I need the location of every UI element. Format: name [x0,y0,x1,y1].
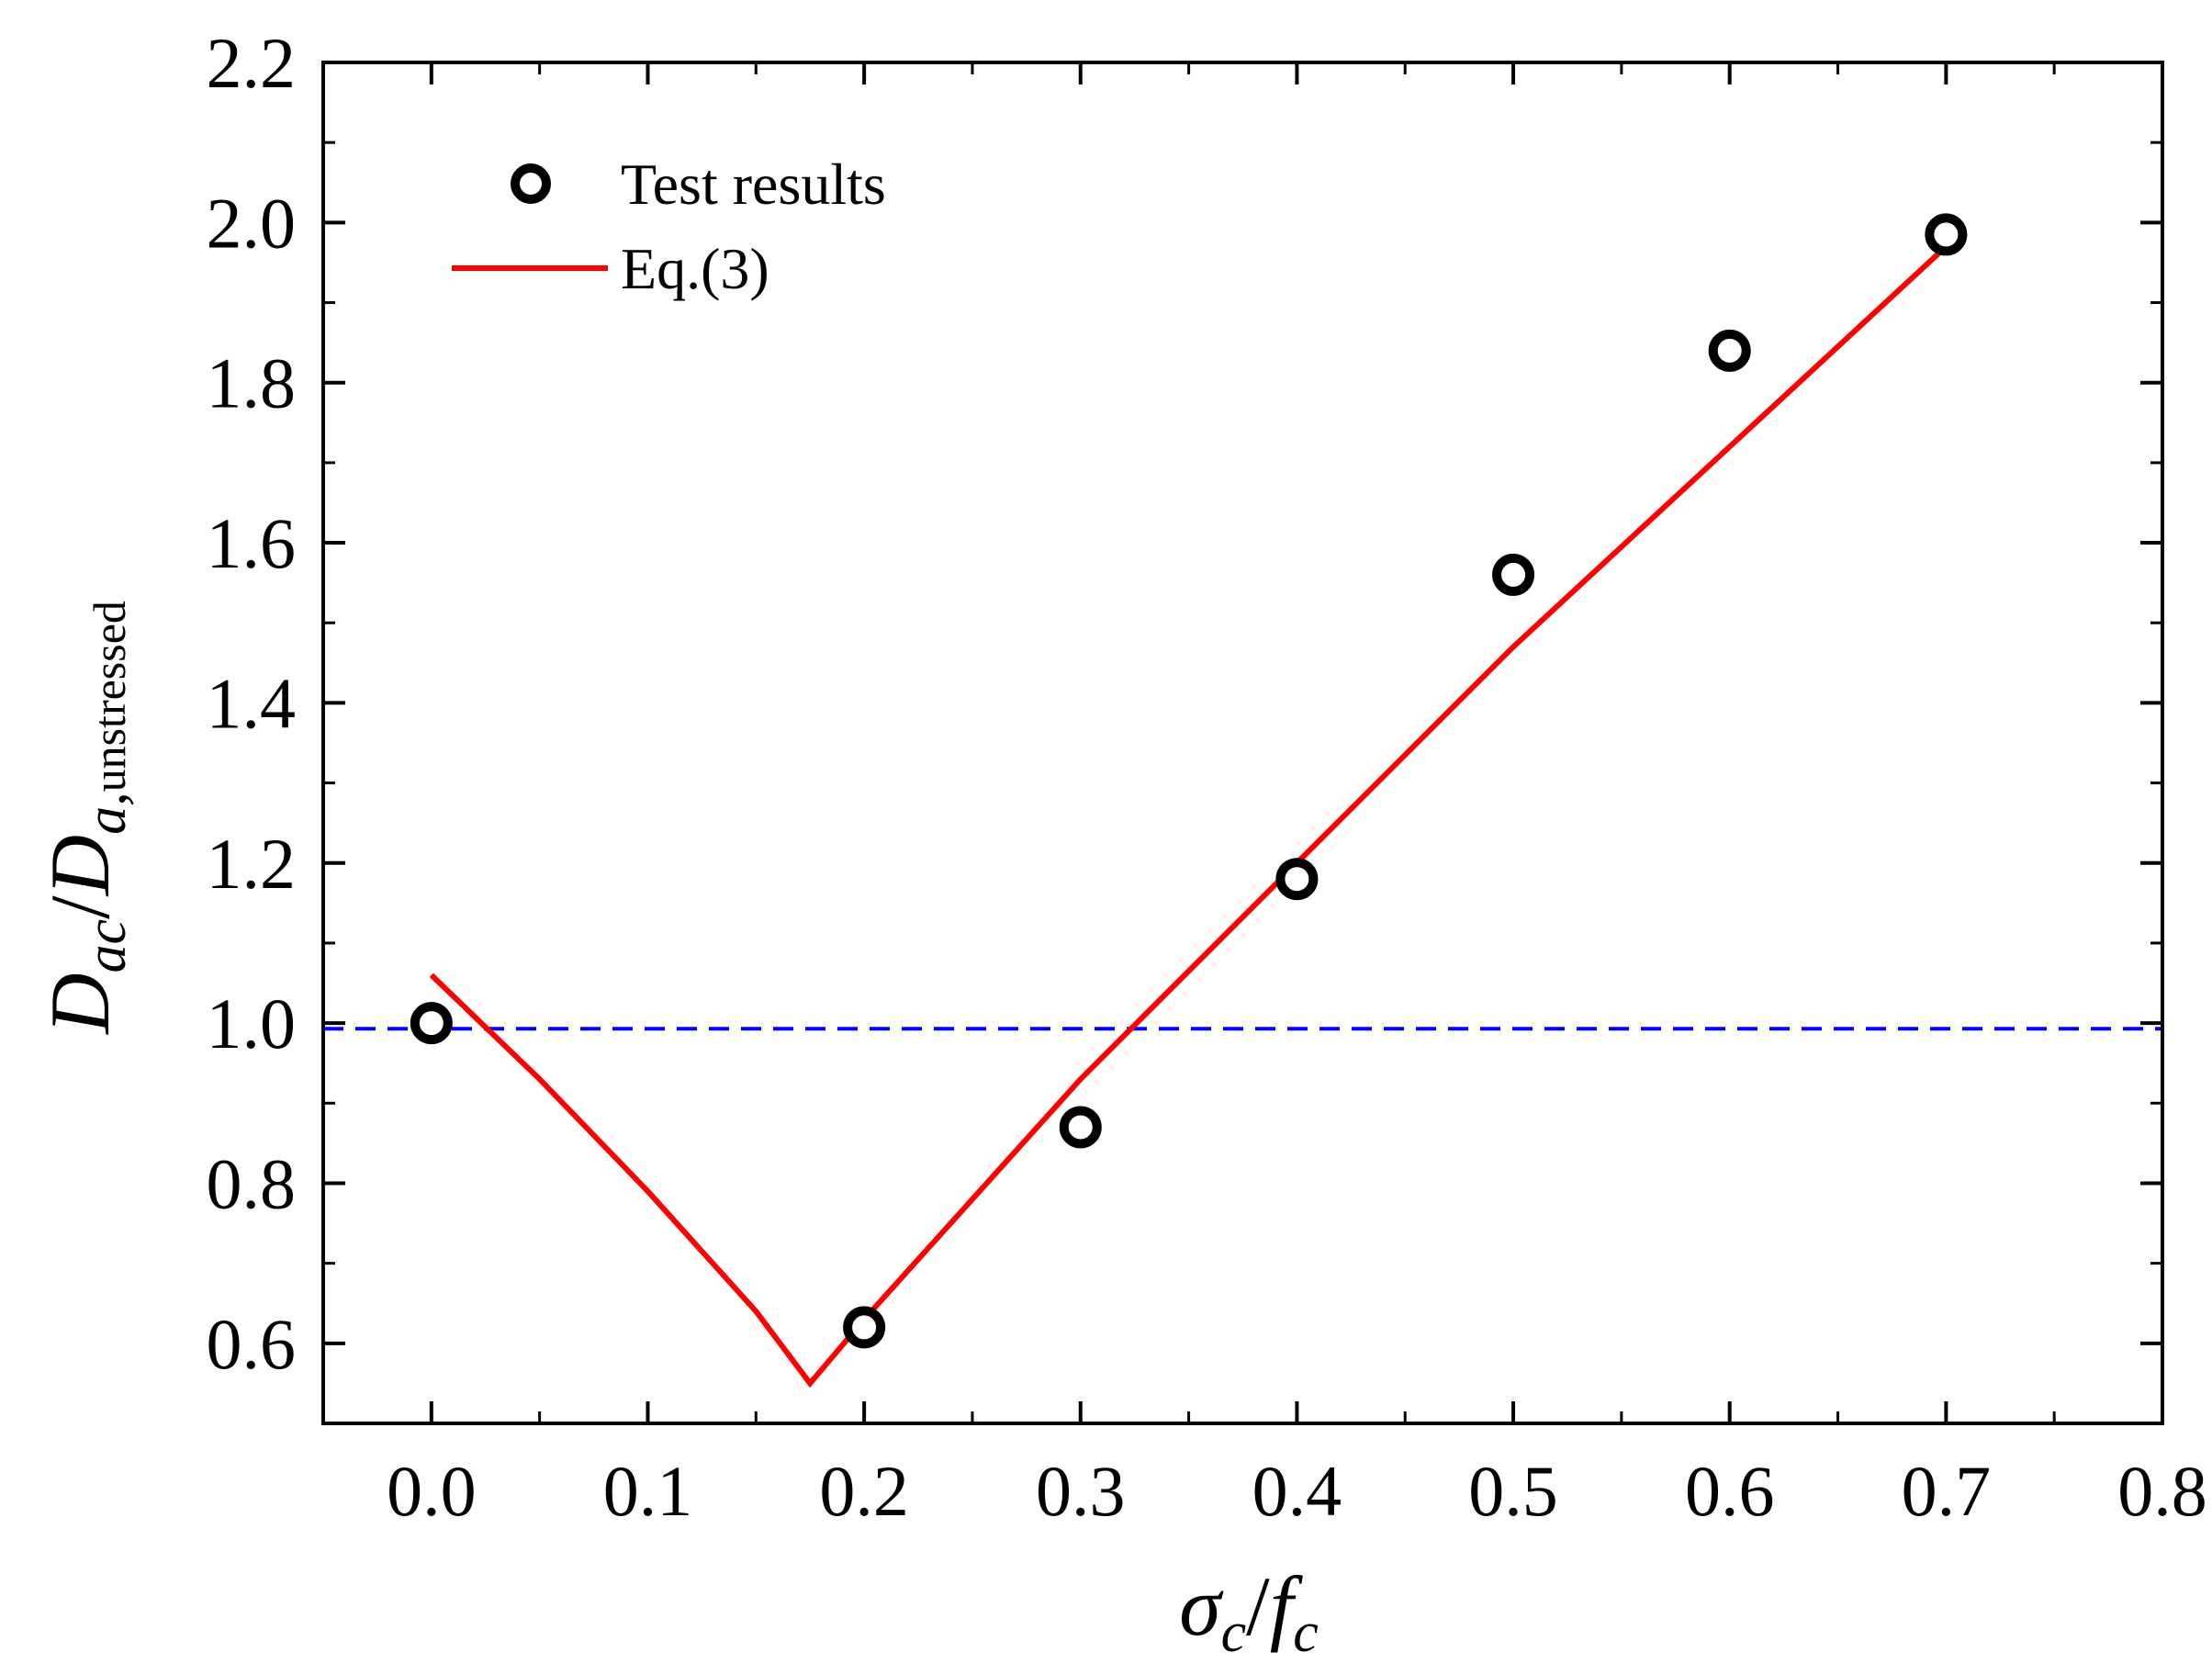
y-tick-label: 1.4 [207,663,297,743]
x-tick-label: 0.2 [819,1451,909,1531]
y-axis-title-second: D [33,835,127,897]
y-axis-title-main: D [33,972,127,1035]
y-tick-label: 0.6 [207,1304,297,1384]
y-axis-title: Dac/Da,unstressed [33,601,138,1036]
x-axis-title-main: σ [1179,1559,1224,1653]
x-tick-label: 0.8 [2117,1451,2207,1531]
y-tick-label: 1.2 [207,824,297,904]
legend-label-eq3: Eq.(3) [621,236,769,301]
plot-frame [321,61,2164,1425]
x-tick-label: 0.0 [387,1451,477,1531]
y-tick-label: 1.6 [207,503,297,583]
x-tick-label: 0.3 [1036,1451,1126,1531]
legend-label-test-results: Test results [621,152,886,217]
axes: 0.0 0.1 0.2 0.3 0.4 0.5 0.6 0.7 0.8 0.6 0.8 1.0 1.2 1… [207,23,2207,1531]
x-axis-title-sep: / [1246,1559,1270,1653]
x-axis-title: σc/fc [1179,1559,1319,1664]
data-point [843,1306,886,1349]
y-axis-title-main-sub: ac [75,919,138,973]
x-tick-label: 0.1 [603,1451,693,1531]
series-layer [410,213,1968,1388]
x-axis-title-second-sub: c [1293,1602,1319,1664]
y-axis-title-sep: / [33,895,127,919]
y-axis-title-second-sub-italic: a, [75,792,138,835]
y-tick-label: 2.0 [207,183,297,263]
eq3-line [429,244,1948,1388]
data-point [1925,213,1968,256]
legend: Test results Eq.(3) [452,152,886,301]
y-tick-label: 1.0 [207,984,297,1063]
data-point [1275,858,1319,901]
data-point [1708,329,1751,372]
legend-marker-test-results [511,163,551,204]
data-point [410,1002,453,1045]
y-tick-label: 0.8 [207,1143,297,1223]
x-tick-label: 0.6 [1685,1451,1775,1531]
x-axis-title-main-sub: c [1221,1602,1247,1664]
x-tick-label: 0.5 [1468,1451,1558,1531]
data-point [1059,1106,1102,1149]
data-point [1492,553,1535,596]
y-tick-label: 1.8 [207,343,297,423]
x-tick-label: 0.4 [1252,1451,1342,1531]
y-tick-label: 2.2 [207,23,297,103]
y-axis-title-second-sub-rest: unstressed [84,601,135,792]
x-tick-label: 0.7 [1902,1451,1992,1531]
